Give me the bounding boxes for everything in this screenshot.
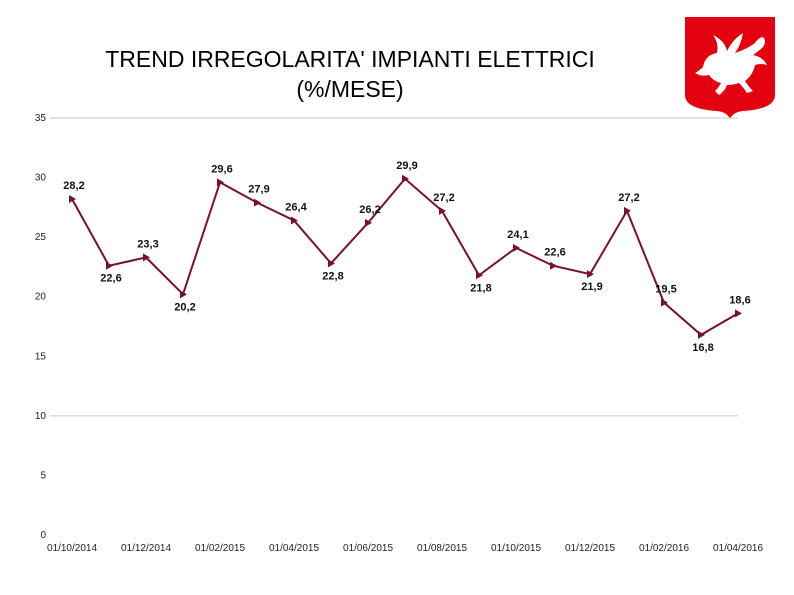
x-tick-label: 01/02/2015: [195, 543, 245, 554]
data-label: 27,9: [248, 184, 269, 196]
y-tick-label: 20: [35, 292, 47, 303]
data-point: [291, 216, 298, 225]
y-tick-label: 30: [35, 173, 47, 184]
y-axis-tick-labels: 0 5 10 15 20 25 30 35: [35, 113, 47, 541]
data-label: 21,9: [581, 281, 602, 293]
data-label: 21,8: [470, 282, 491, 294]
y-tick-label: 0: [40, 530, 46, 541]
y-tick-label: 15: [35, 351, 47, 362]
y-tick-label: 5: [40, 470, 46, 481]
series-markers: [69, 174, 742, 339]
data-label: 18,6: [729, 294, 750, 306]
x-tick-label: 01/08/2015: [417, 543, 467, 554]
data-point: [735, 309, 742, 318]
y-tick-label: 25: [35, 232, 47, 243]
data-point: [550, 261, 557, 270]
data-labels: 28,2 22,6 23,3 20,2 29,6 27,9 26,4 22,8 26,2 29,9…: [63, 160, 750, 354]
data-label: 24,1: [507, 229, 528, 241]
data-label: 27,2: [433, 192, 454, 204]
chart-title-line-1: TREND IRREGOLARITA' IMPIANTI ELETTRICI: [105, 46, 595, 72]
data-point: [513, 243, 520, 252]
data-label: 16,8: [692, 342, 713, 354]
x-tick-label: 01/04/2016: [713, 543, 763, 554]
y-tick-label: 35: [35, 113, 47, 124]
data-point: [365, 218, 372, 227]
x-tick-label: 01/10/2014: [47, 543, 97, 554]
data-label: 27,2: [618, 192, 639, 204]
data-point: [624, 206, 631, 215]
data-label: 26,4: [285, 201, 307, 213]
data-point: [402, 174, 409, 183]
data-point: [106, 261, 113, 270]
x-tick-label: 01/02/2016: [639, 543, 689, 554]
x-axis-tick-labels: 01/10/2014 01/12/2014 01/02/2015 01/04/2015…: [47, 543, 763, 554]
data-point: [587, 270, 594, 279]
x-tick-label: 01/04/2015: [269, 543, 319, 554]
data-point: [217, 178, 224, 187]
pegasus-icon: [685, 17, 775, 119]
data-point: [69, 195, 76, 204]
data-label: 20,2: [174, 301, 195, 313]
data-label: 22,8: [322, 270, 343, 282]
data-point: [143, 253, 150, 262]
data-label: 19,5: [655, 284, 676, 296]
data-point: [328, 259, 335, 268]
x-tick-label: 01/10/2015: [491, 543, 541, 554]
x-tick-label: 01/12/2014: [121, 543, 171, 554]
gridlines: [50, 117, 738, 417]
data-label: 22,6: [544, 247, 565, 259]
data-label: 26,2: [359, 204, 380, 216]
data-point: [698, 330, 705, 339]
x-tick-label: 01/06/2015: [343, 543, 393, 554]
data-label: 28,2: [63, 180, 84, 192]
data-point: [180, 290, 187, 299]
data-label: 29,6: [211, 163, 232, 175]
data-point: [439, 206, 446, 215]
logo-pegasus: [695, 33, 767, 95]
x-tick-label: 01/12/2015: [565, 543, 615, 554]
chart-title-line-2: (%/MESE): [296, 76, 404, 102]
data-point: [661, 298, 668, 307]
data-label: 22,6: [100, 273, 121, 285]
y-tick-label: 10: [35, 411, 47, 422]
data-label: 29,9: [396, 160, 417, 172]
data-point: [476, 271, 483, 280]
data-label: 23,3: [137, 238, 158, 250]
chart-title: TREND IRREGOLARITA' IMPIANTI ELETTRICI (…: [40, 44, 660, 104]
data-point: [254, 198, 261, 207]
